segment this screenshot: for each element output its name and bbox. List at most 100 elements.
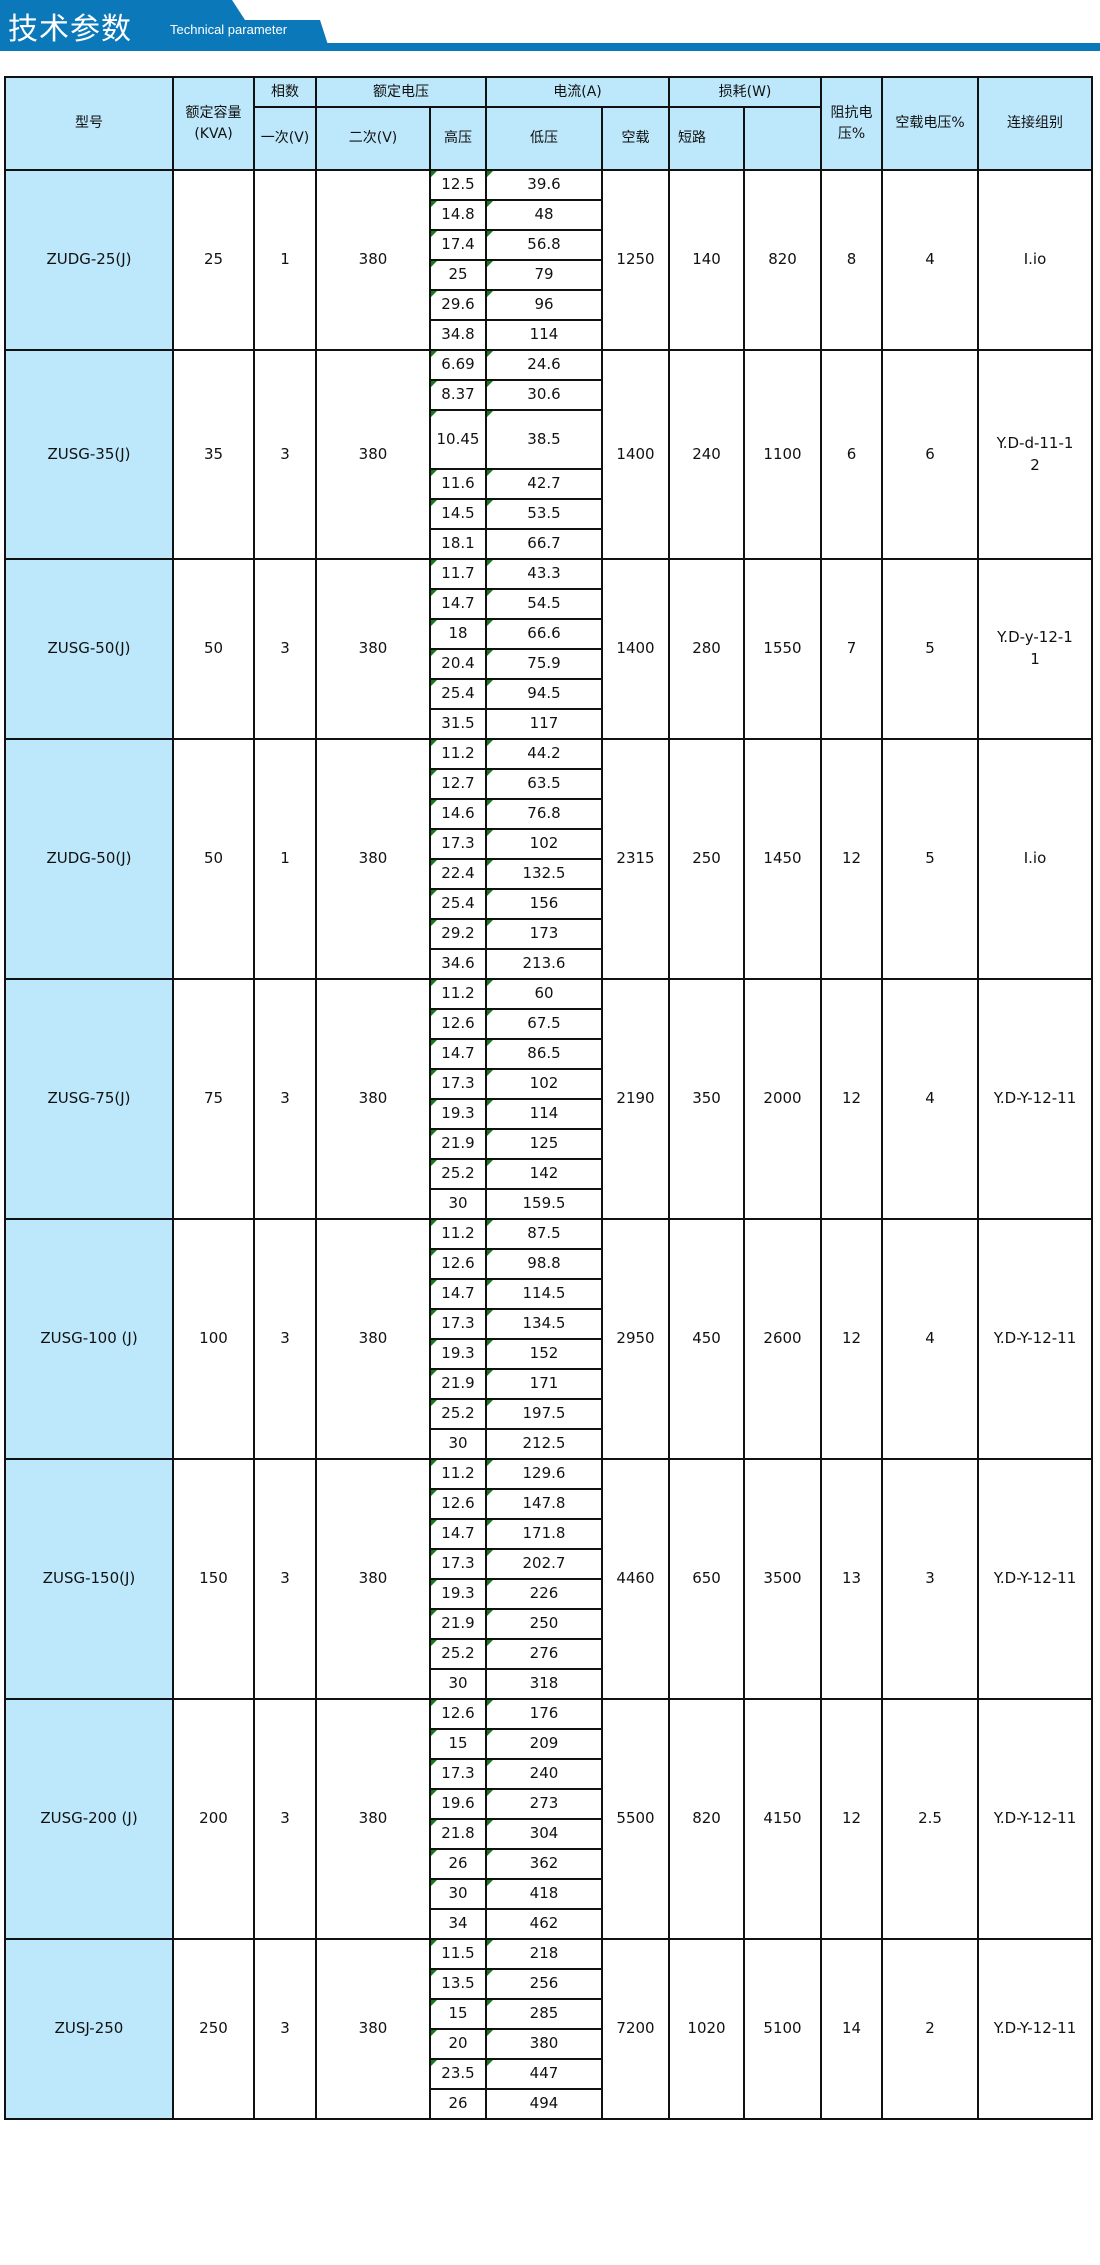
table-row: ZUSG-100 (J) 100 3 380 11.2 87.5 2950 450 2600 12… bbox=[4, 1218, 1094, 1460]
table-body: ZUDG-25(J) 25 1 380 12.5 39.6 1250 140 820 8 4 I.io… bbox=[4, 169, 1094, 2120]
low-voltage-cell: 53.5 bbox=[485, 498, 603, 530]
low-voltage-cell: 132.5 bbox=[485, 858, 603, 890]
low-voltage-cell: 276 bbox=[485, 1638, 603, 1670]
low-voltage-cell: 240 bbox=[485, 1758, 603, 1790]
header-short-circuit: 短路 bbox=[668, 106, 746, 171]
high-voltage-cell: 29.6 bbox=[429, 289, 487, 321]
phases-cell: 1 bbox=[253, 169, 317, 351]
table-row: 19.3 114 bbox=[5, 1098, 1092, 1130]
high-voltage-cell: 17.4 bbox=[429, 229, 487, 261]
high-voltage-cell: 19.3 bbox=[429, 1338, 487, 1370]
table-row: 17.3 134.5 bbox=[5, 1308, 1092, 1340]
section-subtitle: Technical parameter bbox=[170, 22, 288, 37]
no-load-voltage-cell: 5 bbox=[881, 738, 980, 980]
secondary-voltage-cell: 380 bbox=[315, 349, 431, 560]
table-row: 26 494 bbox=[5, 2088, 1092, 2120]
capacity-cell: 75 bbox=[172, 978, 255, 1220]
low-voltage-cell: 173 bbox=[485, 918, 603, 950]
low-voltage-cell: 102 bbox=[485, 828, 603, 860]
high-voltage-cell: 12.6 bbox=[429, 1698, 487, 1730]
phases-cell: 3 bbox=[253, 1938, 317, 2120]
table-row: 12.6 67.5 bbox=[5, 1008, 1092, 1040]
high-voltage-cell: 30 bbox=[429, 1668, 487, 1700]
low-voltage-cell: 171 bbox=[485, 1368, 603, 1400]
table-row: 29.2 173 bbox=[5, 918, 1092, 950]
table-row: 21.9 125 bbox=[5, 1128, 1092, 1160]
high-voltage-cell: 30 bbox=[429, 1428, 487, 1460]
header-impedance: 阻抗电压% bbox=[820, 76, 884, 171]
table-row: ZUSJ-250 250 3 380 11.5 218 7200 1020 5100 14 2 Y.D… bbox=[4, 1938, 1094, 2120]
model-cell: ZUSG-35(J) bbox=[4, 349, 174, 560]
high-voltage-cell: 30 bbox=[429, 1188, 487, 1220]
header-low-voltage: 低压 bbox=[485, 106, 603, 171]
low-voltage-cell: 125 bbox=[485, 1128, 603, 1160]
table-row: 15 209 bbox=[5, 1728, 1092, 1760]
low-voltage-cell: 156 bbox=[485, 888, 603, 920]
low-voltage-cell: 79 bbox=[485, 259, 603, 291]
high-voltage-cell: 31.5 bbox=[429, 708, 487, 740]
table-row: 14.6 76.8 bbox=[5, 798, 1092, 830]
header-high-voltage: 高压 bbox=[429, 106, 487, 171]
header-secondary: 二次(V) bbox=[315, 106, 431, 171]
short-circuit-loss-cell: 280 bbox=[668, 558, 746, 740]
secondary-voltage-cell: 380 bbox=[315, 169, 431, 351]
short-circuit-loss-cell: 250 bbox=[668, 738, 746, 980]
high-voltage-cell: 12.6 bbox=[429, 1488, 487, 1520]
low-voltage-cell: 494 bbox=[485, 2088, 603, 2120]
table-row: ZUDG-50(J) 50 1 380 11.2 44.2 2315 250 1450 12 5 I.… bbox=[4, 738, 1094, 980]
table-row: 17.3 102 bbox=[5, 828, 1092, 860]
table-row: 25.2 197.5 bbox=[5, 1398, 1092, 1430]
high-voltage-cell: 14.7 bbox=[429, 588, 487, 620]
high-voltage-cell: 17.3 bbox=[429, 1068, 487, 1100]
phases-cell: 3 bbox=[253, 349, 317, 560]
table-row: 15 285 bbox=[5, 1998, 1092, 2030]
low-voltage-cell: 117 bbox=[485, 708, 603, 740]
table-row: 18.1 66.7 bbox=[5, 528, 1092, 560]
secondary-voltage-cell: 380 bbox=[315, 738, 431, 980]
low-voltage-cell: 226 bbox=[485, 1578, 603, 1610]
low-voltage-cell: 38.5 bbox=[485, 409, 603, 470]
connection-group-cell: Y.D-Y-12-11 bbox=[977, 1218, 1094, 1460]
high-voltage-cell: 21.9 bbox=[429, 1608, 487, 1640]
low-voltage-cell: 212.5 bbox=[485, 1428, 603, 1460]
header-loss-blank bbox=[743, 106, 823, 171]
low-voltage-cell: 39.6 bbox=[485, 169, 603, 201]
low-voltage-cell: 76.8 bbox=[485, 798, 603, 830]
high-voltage-cell: 11.7 bbox=[429, 558, 487, 590]
header-connection: 连接组别 bbox=[977, 76, 1094, 171]
model-cell: ZUSG-50(J) bbox=[4, 558, 174, 740]
connection-group-cell: Y.D-Y-12-11 bbox=[977, 1698, 1094, 1940]
no-load-current-cell: 2190 bbox=[600, 978, 671, 1220]
no-load-voltage-cell: 2 bbox=[881, 1938, 980, 2120]
low-voltage-cell: 147.8 bbox=[485, 1488, 603, 1520]
banner-underline bbox=[0, 43, 1100, 51]
header-loss: 损耗(W) bbox=[668, 76, 823, 108]
low-voltage-cell: 134.5 bbox=[485, 1308, 603, 1340]
low-voltage-cell: 285 bbox=[485, 1998, 603, 2030]
low-voltage-cell: 86.5 bbox=[485, 1038, 603, 1070]
loss-cell: 3500 bbox=[743, 1458, 823, 1700]
section-banner: 技术参数 Technical parameter bbox=[0, 0, 1100, 51]
model-cell: ZUSG-75(J) bbox=[4, 978, 174, 1220]
low-voltage-cell: 176 bbox=[485, 1698, 603, 1730]
capacity-cell: 25 bbox=[172, 169, 255, 351]
high-voltage-cell: 25.2 bbox=[429, 1398, 487, 1430]
phases-cell: 3 bbox=[253, 1698, 317, 1940]
short-circuit-loss-cell: 1020 bbox=[668, 1938, 746, 2120]
high-voltage-cell: 14.5 bbox=[429, 498, 487, 530]
table-row: 23.5 447 bbox=[5, 2058, 1092, 2090]
high-voltage-cell: 34.6 bbox=[429, 948, 487, 980]
section-title: 技术参数 bbox=[8, 12, 132, 47]
phases-cell: 3 bbox=[253, 1458, 317, 1700]
low-voltage-cell: 66.6 bbox=[485, 618, 603, 650]
high-voltage-cell: 12.6 bbox=[429, 1008, 487, 1040]
high-voltage-cell: 25.2 bbox=[429, 1638, 487, 1670]
high-voltage-cell: 10.45 bbox=[429, 409, 487, 470]
low-voltage-cell: 94.5 bbox=[485, 678, 603, 710]
impedance-cell: 13 bbox=[820, 1458, 884, 1700]
table-row: 34.6 213.6 bbox=[5, 948, 1092, 980]
table-row: 8.37 30.6 bbox=[5, 379, 1092, 411]
capacity-cell: 200 bbox=[172, 1698, 255, 1940]
table-row: 14.8 48 bbox=[5, 199, 1092, 231]
connection-group-cell: Y.D-y-12-11 bbox=[977, 558, 1094, 740]
